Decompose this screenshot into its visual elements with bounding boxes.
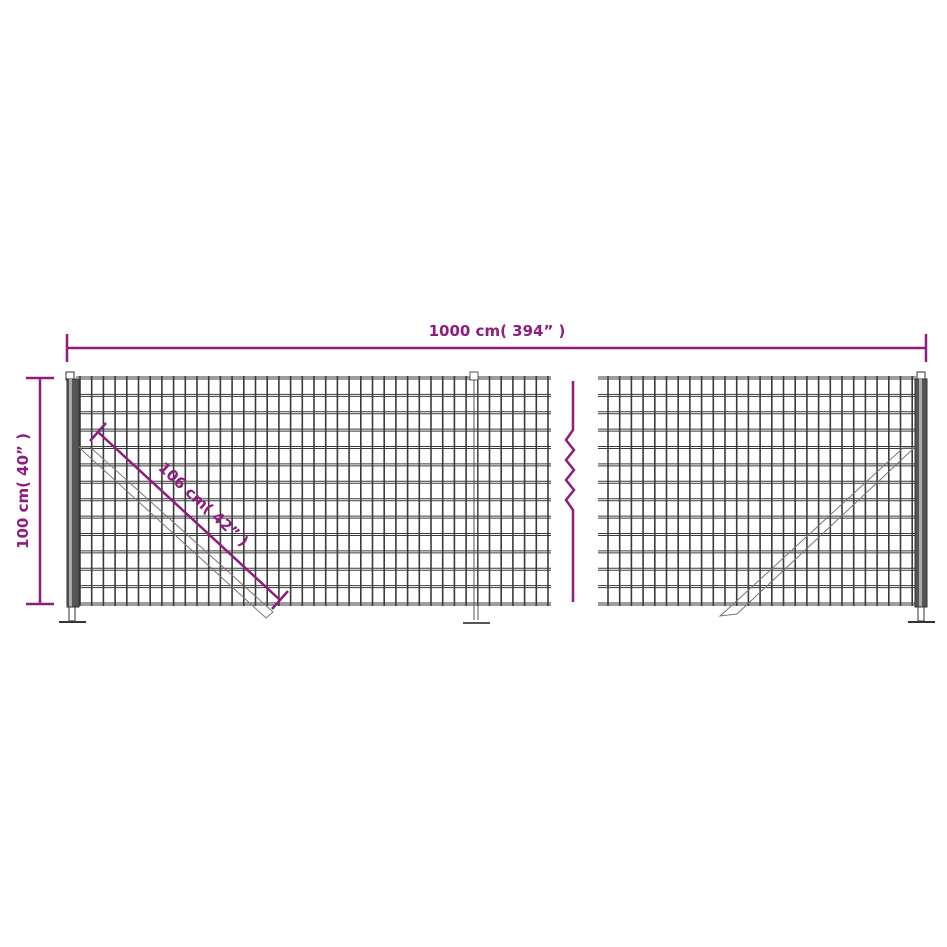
brace-label: 106 cm( 42” ) bbox=[155, 458, 252, 550]
right-brace-strut bbox=[718, 447, 916, 617]
mesh-panel-right bbox=[598, 376, 916, 606]
width-dimension-line bbox=[65, 334, 928, 362]
right-post bbox=[908, 371, 935, 623]
break-symbol bbox=[564, 381, 576, 602]
middle-post bbox=[463, 371, 490, 624]
mesh-panel-left bbox=[76, 376, 551, 606]
left-brace-strut bbox=[77, 446, 274, 619]
left-post bbox=[59, 371, 86, 623]
height-dimension-line bbox=[26, 376, 54, 606]
height-label: 100 cm( 40” ) bbox=[14, 433, 32, 549]
width-label: 1000 cm( 394” ) bbox=[429, 322, 566, 340]
brace-dimension-line bbox=[89, 422, 289, 610]
